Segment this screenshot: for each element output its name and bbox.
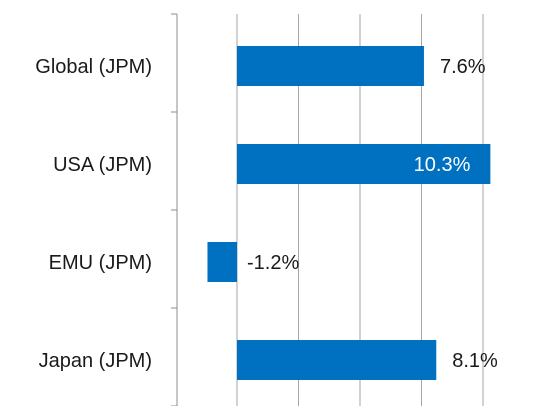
bars: [207, 46, 491, 380]
category-label: Japan (JPM): [39, 350, 152, 372]
bar: [207, 242, 237, 282]
data-label: -1.2%: [247, 252, 299, 274]
category-label: EMU (JPM): [49, 252, 152, 274]
bar: [237, 46, 424, 86]
data-label: 8.1%: [452, 350, 498, 372]
category-label: Global (JPM): [35, 56, 152, 78]
data-label: 7.6%: [440, 56, 486, 78]
category-label: USA (JPM): [53, 154, 152, 176]
bar: [237, 144, 491, 184]
bar: [237, 340, 437, 380]
category-axis: [171, 13, 178, 406]
labels: Global (JPM) 7.6% USA (JPM) 10.3% EMU (JPM) -…: [35, 56, 498, 372]
data-label: 10.3%: [414, 154, 471, 176]
